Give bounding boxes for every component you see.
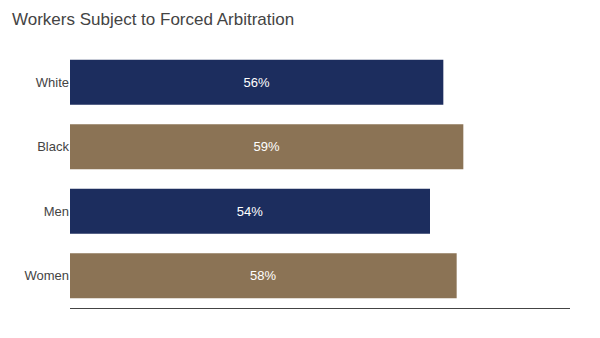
svg-text:59%: 59%	[253, 139, 279, 154]
svg-text:White: White	[36, 75, 69, 90]
svg-text:Workers Subject to Forced Arbi: Workers Subject to Forced Arbitration	[12, 10, 294, 29]
svg-text:54%: 54%	[237, 204, 263, 219]
svg-text:58%: 58%	[250, 268, 276, 283]
svg-text:56%: 56%	[243, 75, 269, 90]
svg-text:Women: Women	[24, 268, 69, 283]
svg-text:Men: Men	[44, 204, 69, 219]
svg-text:Black: Black	[37, 139, 69, 154]
